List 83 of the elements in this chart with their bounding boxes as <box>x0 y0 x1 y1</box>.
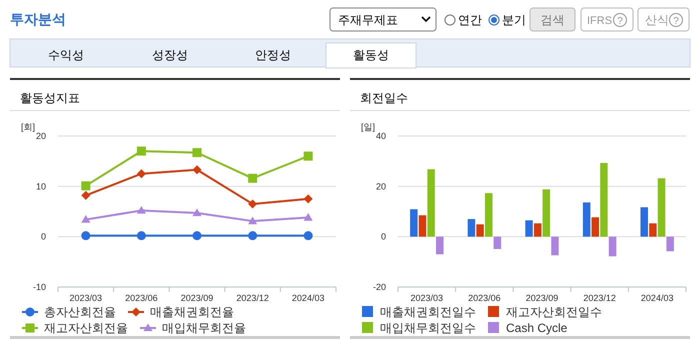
y-tick-label: 20 <box>376 181 386 192</box>
text: 분기 <box>502 13 526 27</box>
point <box>304 213 313 221</box>
y-tick-label: 20 <box>36 131 46 141</box>
text: 안정성 <box>255 48 291 62</box>
point <box>304 194 313 204</box>
legend-label: 재고자산회전율 <box>44 321 128 335</box>
chart-title: 활동성지표 <box>20 91 80 105</box>
point <box>192 208 202 216</box>
text: 검색 <box>540 13 564 27</box>
point <box>304 231 313 240</box>
bar <box>436 236 444 254</box>
x-tick-label: 2023/09 <box>526 293 558 303</box>
bar <box>608 236 616 256</box>
x-tick-label: 2023/06 <box>468 293 501 303</box>
x-tick-label: 2023/09 <box>180 293 214 303</box>
y-tick-label: 0 <box>380 232 386 242</box>
bar <box>534 223 542 237</box>
text: 산식 <box>645 13 669 27</box>
x-tick-label: 2023/06 <box>125 293 158 303</box>
point <box>81 190 90 200</box>
bar <box>592 217 600 237</box>
bar <box>658 178 666 237</box>
point <box>136 169 146 178</box>
text: 활동성 <box>353 48 389 62</box>
text: 주재무제표 <box>338 13 398 27</box>
bar <box>418 215 426 237</box>
bar <box>542 189 550 237</box>
bar <box>600 162 608 237</box>
bar <box>468 219 476 237</box>
point <box>304 152 313 161</box>
legend-label: 총자산회전율 <box>44 305 116 319</box>
bar <box>551 236 559 256</box>
text: 수익성 <box>48 48 84 62</box>
text: ? <box>617 16 624 27</box>
bar <box>494 236 502 249</box>
point <box>136 146 146 156</box>
x-tick-label: 2023/12 <box>236 293 269 303</box>
point <box>192 148 202 158</box>
x-tick-label: 2023/03 <box>70 293 102 303</box>
x-tick-label: 2024/03 <box>292 293 324 303</box>
point <box>192 231 202 240</box>
x-tick-label: 2023/03 <box>410 293 444 303</box>
legend-label: 매출채권회전율 <box>150 305 234 319</box>
legend-label: Cash Cycle <box>506 321 568 335</box>
bar <box>427 169 435 237</box>
legend-label: 매출채권회전일수 <box>380 305 476 319</box>
text: 성장성 <box>152 48 188 62</box>
text: IFRS <box>587 15 612 27</box>
point <box>81 215 90 223</box>
point <box>136 231 146 240</box>
legend-label: 매입채무회전일수 <box>380 321 476 335</box>
bar <box>649 223 657 237</box>
point <box>248 174 258 183</box>
bar <box>476 224 484 237</box>
bar <box>582 202 590 237</box>
y-tick-label: 40 <box>376 131 386 141</box>
y-tick-label: 0 <box>40 232 46 242</box>
y-axis-title: [일] <box>361 122 376 132</box>
bar <box>640 207 648 237</box>
point <box>136 206 146 214</box>
bar <box>410 209 418 237</box>
point <box>248 199 258 208</box>
text: 연간 <box>458 13 482 27</box>
y-tick-label: 10 <box>36 181 46 192</box>
text: 투자분석 <box>10 11 66 27</box>
chart-title: 회전일수 <box>360 91 408 105</box>
point <box>248 216 258 224</box>
y-axis-title: [회] <box>21 122 36 132</box>
point <box>192 165 202 174</box>
point <box>81 231 90 240</box>
legend-label: 매입채무회전율 <box>162 321 246 335</box>
point <box>248 231 258 240</box>
bar <box>525 220 533 237</box>
bar <box>666 236 674 252</box>
y-tick-label: -10 <box>32 282 46 292</box>
legend-label: 재고자산회전일수 <box>506 305 602 319</box>
x-tick-label: 2024/03 <box>640 293 674 303</box>
bar <box>484 193 492 237</box>
x-tick-label: 2023/12 <box>583 293 616 303</box>
point <box>81 181 90 190</box>
text: ? <box>673 16 680 27</box>
y-tick-label: -20 <box>372 282 386 292</box>
